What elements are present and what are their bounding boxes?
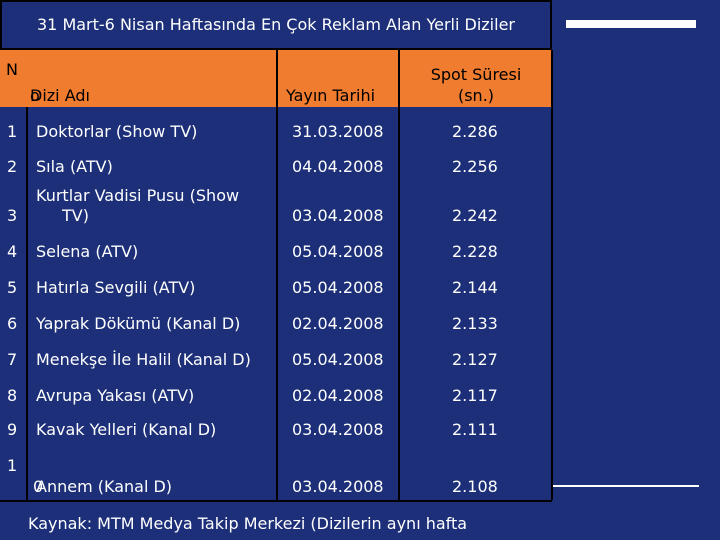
row-date: 05.04.2008: [292, 242, 384, 261]
row-date: 04.04.2008: [292, 157, 384, 176]
row-no: 5: [7, 278, 18, 297]
row-name: Yaprak Dökümü (Kanal D): [36, 314, 241, 333]
row-no-line2: 0: [33, 477, 44, 496]
row-spot: 2.144: [452, 278, 498, 297]
source-note: Kaynak: MTM Medya Takip Merkezi (Diziler…: [0, 500, 552, 540]
row-name: Hatırla Sevgili (ATV): [36, 278, 196, 297]
header-name: Dizi Adı: [30, 86, 90, 105]
row-date: 31.03.2008: [292, 122, 384, 141]
header-spot: Spot Süresi (sn.): [396, 64, 556, 106]
row-name: Annem (Kanal D): [36, 477, 173, 496]
column-divider: [398, 50, 400, 500]
row-spot: 2.286: [452, 122, 498, 141]
row-no: 3: [7, 206, 18, 225]
column-divider: [276, 50, 278, 500]
row-date: 05.04.2008: [292, 350, 384, 369]
row-date: 05.04.2008: [292, 278, 384, 297]
page-title: 31 Mart-6 Nisan Haftasında En Çok Reklam…: [37, 15, 515, 34]
row-spot: 2.133: [452, 314, 498, 333]
decorative-line: [553, 485, 699, 487]
column-divider: [26, 107, 28, 500]
header-date: Yayın Tarihi: [286, 86, 376, 105]
row-name: Menekşe İle Halil (Kanal D): [36, 350, 251, 369]
row-spot: 2.256: [452, 157, 498, 176]
row-date: 02.04.2008: [292, 314, 384, 333]
row-date: 03.04.2008: [292, 477, 384, 496]
row-no: 4: [7, 242, 18, 261]
row-no-line1: 1: [7, 456, 18, 475]
header-no-suffix: o: [30, 86, 40, 105]
row-spot: 2.228: [452, 242, 498, 261]
row-spot: 2.111: [452, 420, 498, 439]
header-no: N: [6, 60, 18, 79]
row-spot: 2.242: [452, 206, 498, 225]
row-spot: 2.108: [452, 477, 498, 496]
row-date: 03.04.2008: [292, 420, 384, 439]
row-no: 9: [7, 420, 18, 439]
row-no: 8: [7, 386, 18, 405]
header-spot-line1: Spot Süresi: [430, 65, 522, 84]
row-spot: 2.117: [452, 386, 498, 405]
column-divider: [551, 50, 553, 500]
row-name: Kavak Yelleri (Kanal D): [36, 420, 217, 439]
row-spot: 2.127: [452, 350, 498, 369]
row-date: 02.04.2008: [292, 386, 384, 405]
row-name-line1: Kurtlar Vadisi Pusu (Show: [36, 186, 240, 205]
row-no: 1: [7, 122, 18, 141]
row-name: Selena (ATV): [36, 242, 139, 261]
row-name: Sıla (ATV): [36, 157, 113, 176]
row-no: 6: [7, 314, 18, 333]
row-name-line2: TV): [62, 206, 89, 225]
row-name: Avrupa Yakası (ATV): [36, 386, 195, 405]
row-name: Doktorlar (Show TV): [36, 122, 198, 141]
table-title-box: 31 Mart-6 Nisan Haftasında En Çok Reklam…: [0, 0, 552, 50]
decorative-bar: [566, 20, 696, 28]
row-date: 03.04.2008: [292, 206, 384, 225]
header-spot-line2: (sn.): [457, 86, 495, 105]
row-no: 7: [7, 350, 18, 369]
row-no: 2: [7, 157, 18, 176]
